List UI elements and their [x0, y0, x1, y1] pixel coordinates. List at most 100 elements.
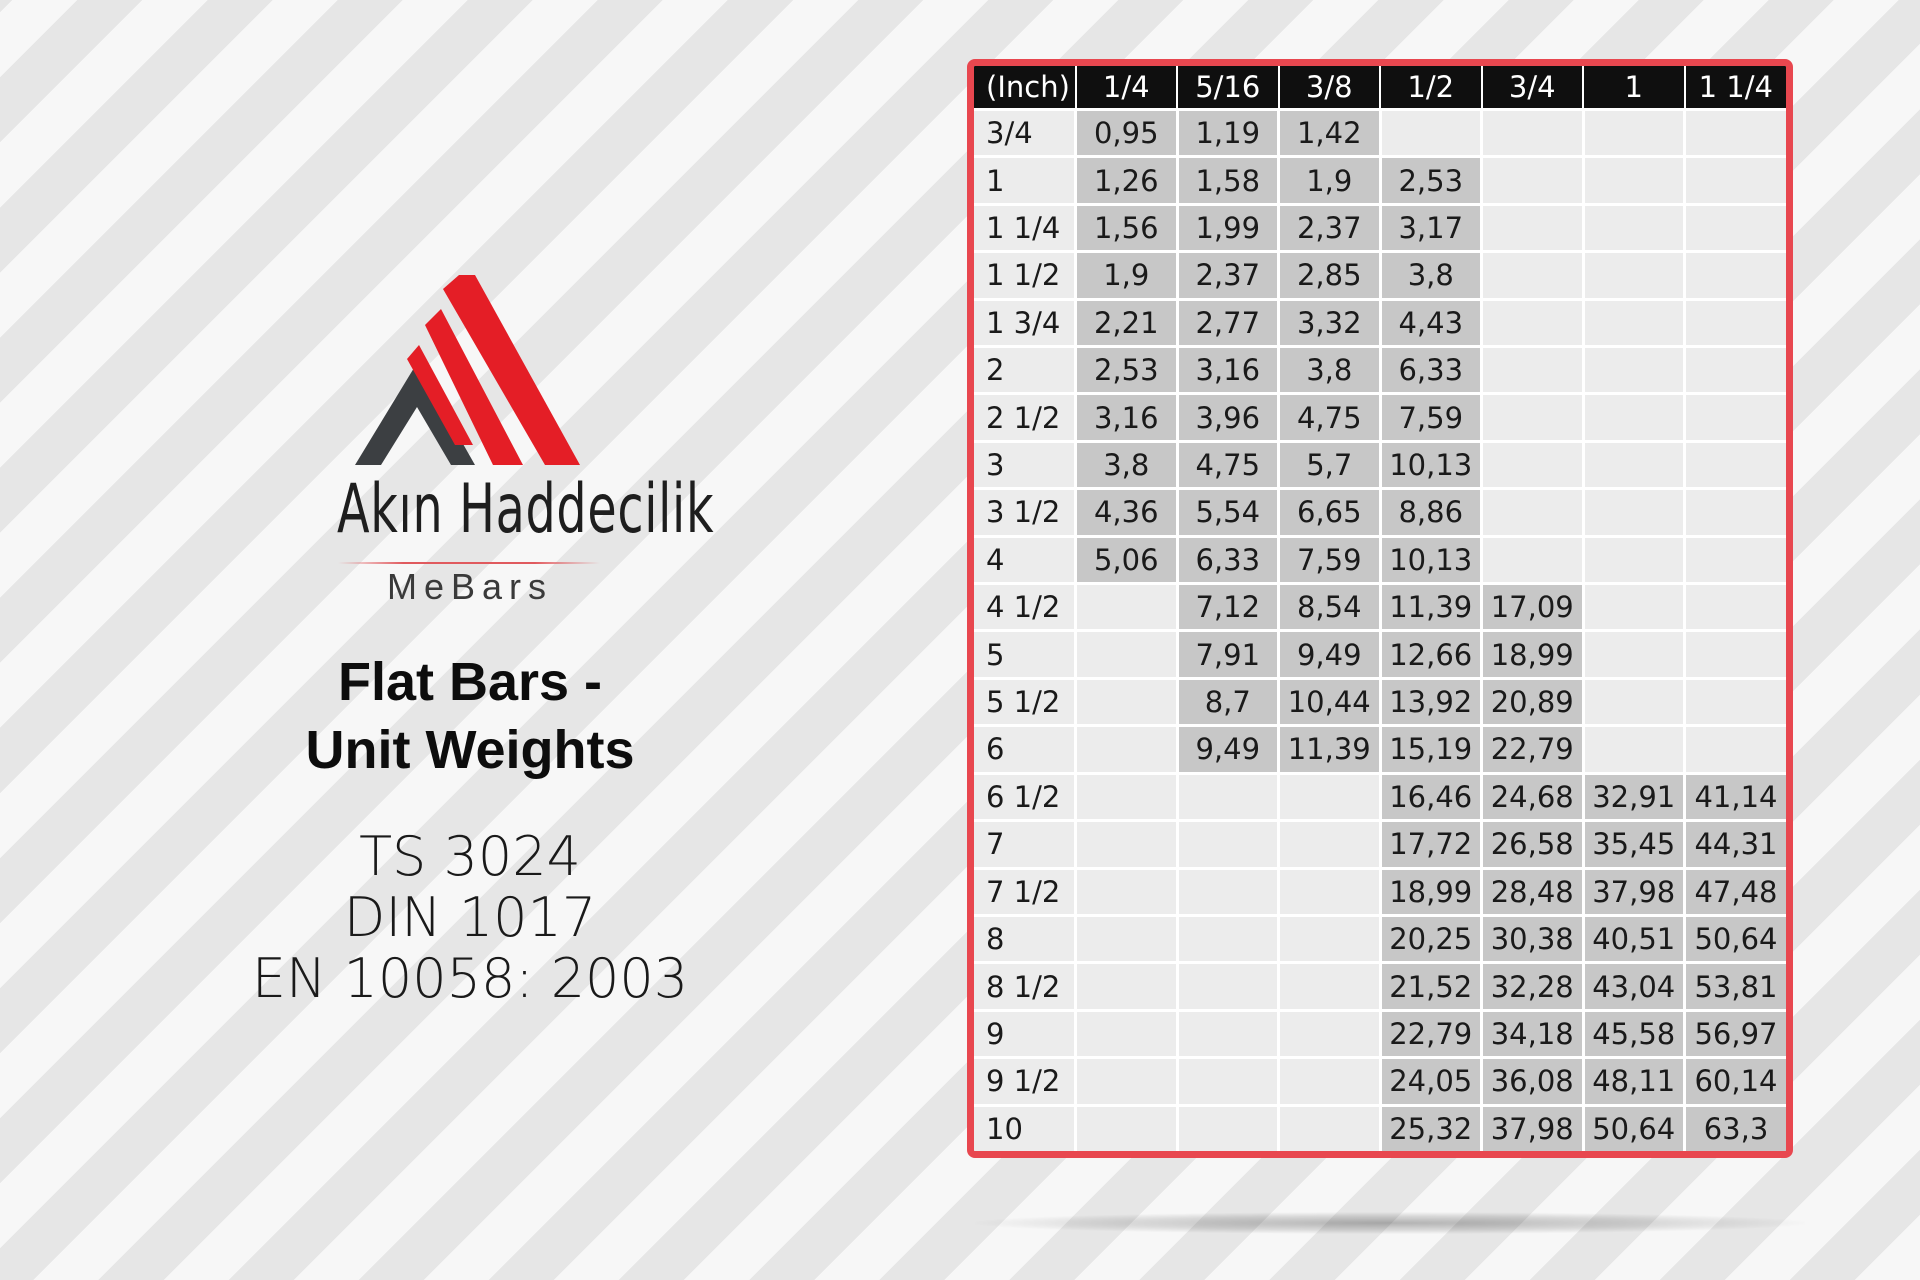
row-header-width: 1 1/2	[974, 250, 1077, 301]
row-header-width: 8 1/2	[974, 961, 1077, 1012]
table-cell: 2,21	[1074, 297, 1179, 349]
row-header-width: 5 1/2	[974, 676, 1077, 728]
standard-en: EN 10058: 2003	[251, 947, 689, 1010]
table-cell	[1480, 345, 1585, 396]
table-cell	[1683, 297, 1786, 349]
table-cell: 9,49	[1175, 724, 1280, 775]
row-header-width: 9 1/2	[974, 1056, 1077, 1107]
table-header-row: (Inch) 1/4 5/16 3/8 1/2 3/4 1 1 1/4	[974, 66, 1786, 110]
table-cell: 12,66	[1378, 629, 1483, 680]
table-cell	[1480, 534, 1585, 586]
table-cell: 50,64	[1683, 913, 1786, 965]
table-cell: 1,58	[1175, 155, 1280, 206]
column-header-thickness: 1/2	[1380, 66, 1483, 110]
table-cell	[1683, 392, 1786, 443]
logo-dark-triangle	[355, 363, 475, 465]
table-cell	[1581, 724, 1686, 775]
table-cell: 63,3	[1683, 1103, 1786, 1151]
table-shadow	[975, 1212, 1805, 1234]
table-cell	[1683, 107, 1786, 159]
table-row: 6 9,49 11,39 15,19 22,79	[974, 724, 1786, 775]
table-cell	[1277, 866, 1382, 917]
table-cell	[1074, 1056, 1179, 1107]
table-cell: 1,42	[1277, 107, 1382, 159]
table-cell: 8,7	[1175, 676, 1280, 728]
row-header-width: 4 1/2	[974, 582, 1077, 633]
brand-name: Akın Haddecilik	[337, 470, 715, 549]
table-cell	[1683, 534, 1786, 586]
row-header-width: 6	[974, 724, 1077, 775]
table-cell: 3,32	[1277, 297, 1382, 349]
table-cell	[1581, 629, 1686, 680]
table-cell	[1074, 676, 1179, 728]
table-cell: 3,16	[1074, 392, 1179, 443]
table-cell: 4,43	[1378, 297, 1483, 349]
table-cell: 3,17	[1378, 202, 1483, 254]
table-row: 3 1/2 4,36 5,54 6,65 8,86	[974, 487, 1786, 538]
table-cell	[1683, 629, 1786, 680]
table-cell	[1480, 107, 1585, 159]
row-header-width: 3 1/2	[974, 487, 1077, 538]
table-cell: 24,05	[1378, 1056, 1483, 1107]
table-cell: 1,56	[1074, 202, 1179, 254]
table-cell: 16,46	[1378, 771, 1483, 823]
table-cell: 5,06	[1074, 534, 1179, 586]
table-cell	[1175, 1056, 1280, 1107]
row-header-width: 2 1/2	[974, 392, 1077, 443]
table-cell: 22,79	[1480, 724, 1585, 775]
table-row: 2 2,53 3,16 3,8 6,33	[974, 345, 1786, 396]
table-cell: 3,8	[1277, 345, 1382, 396]
table-cell: 7,91	[1175, 629, 1280, 680]
table-row: 6 1/2 16,46 24,68 32,91 41,14	[974, 771, 1786, 823]
table-cell	[1581, 582, 1686, 633]
table-cell	[1480, 155, 1585, 206]
table-row: 2 1/2 3,16 3,96 4,75 7,59	[974, 392, 1786, 443]
table-cell: 22,79	[1378, 1008, 1483, 1060]
table-cell: 4,75	[1175, 439, 1280, 491]
table-cell	[1581, 107, 1686, 159]
table-cell	[1074, 771, 1179, 823]
table-cell	[1175, 1103, 1280, 1151]
table-cell	[1277, 1056, 1382, 1107]
table-cell: 53,81	[1683, 961, 1786, 1012]
table-cell	[1277, 771, 1382, 823]
table-cell	[1480, 297, 1585, 349]
table-cell	[1683, 582, 1786, 633]
brand-subtitle: MeBars	[386, 566, 554, 607]
title-line-1: Flat Bars -	[337, 652, 603, 712]
table-cell: 37,98	[1581, 866, 1686, 917]
row-header-width: 3/4	[974, 107, 1077, 159]
table-cell: 18,99	[1480, 629, 1585, 680]
logo-red-stripe-2	[425, 309, 523, 465]
table-cell	[1683, 345, 1786, 396]
table-cell	[1581, 250, 1686, 301]
table-cell: 2,37	[1277, 202, 1382, 254]
table-cell: 8,86	[1378, 487, 1483, 538]
table-cell: 8,54	[1277, 582, 1382, 633]
table-cell: 10,44	[1277, 676, 1382, 728]
table-cell	[1581, 392, 1686, 443]
table-cell: 0,95	[1074, 107, 1179, 159]
table-row: 1 1,26 1,58 1,9 2,53	[974, 155, 1786, 206]
table-cell: 56,97	[1683, 1008, 1786, 1060]
table-cell	[1074, 724, 1179, 775]
table-cell	[1683, 439, 1786, 491]
table-cell	[1581, 487, 1686, 538]
row-header-width: 2	[974, 345, 1077, 396]
weights-table-frame: (Inch) 1/4 5/16 3/8 1/2 3/4 1 1 1/4 3/4 0,95 1,19…	[967, 59, 1793, 1158]
table-cell	[1074, 1103, 1179, 1151]
table-cell: 7,12	[1175, 582, 1280, 633]
table-cell	[1581, 155, 1686, 206]
table-cell: 35,45	[1581, 819, 1686, 870]
table-cell: 32,28	[1480, 961, 1585, 1012]
table-cell: 15,19	[1378, 724, 1483, 775]
table-cell	[1581, 534, 1686, 586]
table-row: 5 1/2 8,7 10,44 13,92 20,89	[974, 676, 1786, 728]
table-cell: 4,36	[1074, 487, 1179, 538]
table-cell: 21,52	[1378, 961, 1483, 1012]
table-cell: 7,59	[1378, 392, 1483, 443]
table-row: 1 3/4 2,21 2,77 3,32 4,43	[974, 297, 1786, 349]
column-header-unit: (Inch)	[974, 66, 1077, 110]
table-cell	[1074, 866, 1179, 917]
column-header-thickness: 1/4	[1075, 66, 1178, 110]
